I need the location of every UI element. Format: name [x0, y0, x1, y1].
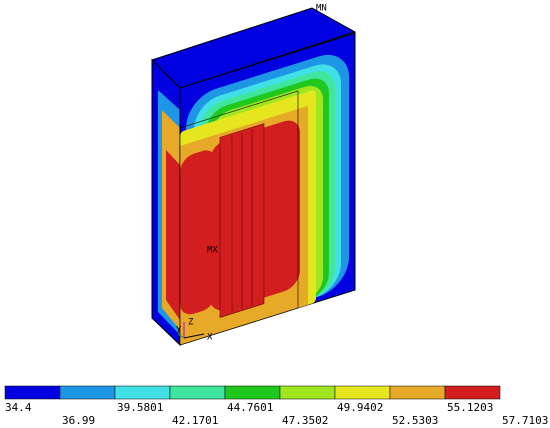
- legend-band: [224, 385, 281, 400]
- box-left-face: [151, 58, 181, 347]
- legend-band: [4, 385, 61, 400]
- legend-band: [114, 385, 171, 400]
- legend-label: 52.5303: [392, 414, 438, 427]
- legend-label: 42.1701: [172, 414, 218, 427]
- legend-label: 36.99: [62, 414, 95, 427]
- box-front-face: [179, 32, 356, 346]
- legend-label: 39.5801: [117, 401, 163, 414]
- legend-band: [334, 385, 391, 400]
- legend-label: 49.9402: [337, 401, 383, 414]
- axis-x-label: X: [207, 333, 213, 343]
- legend: 34.4 36.99 39.5801 42.1701 44.7601 47.3502 49.…: [4, 385, 548, 427]
- legend-label: 44.7601: [227, 401, 273, 414]
- legend-label: 55.1203: [447, 401, 493, 414]
- min-node-label: MX: [207, 246, 218, 256]
- legend-band: [389, 385, 446, 400]
- legend-label: 47.3502: [282, 414, 328, 427]
- axis-z-label: Z: [188, 318, 194, 328]
- axis-y-label: Y: [176, 326, 182, 336]
- legend-band: [444, 385, 501, 400]
- max-node-label: MN: [316, 4, 327, 14]
- legend-label: 57.7103: [502, 414, 548, 427]
- legend-label: 34.4: [5, 401, 32, 414]
- legend-band: [169, 385, 226, 400]
- legend-band: [279, 385, 336, 400]
- axis-triad: Z Y X: [176, 318, 213, 343]
- legend-band: [59, 385, 116, 400]
